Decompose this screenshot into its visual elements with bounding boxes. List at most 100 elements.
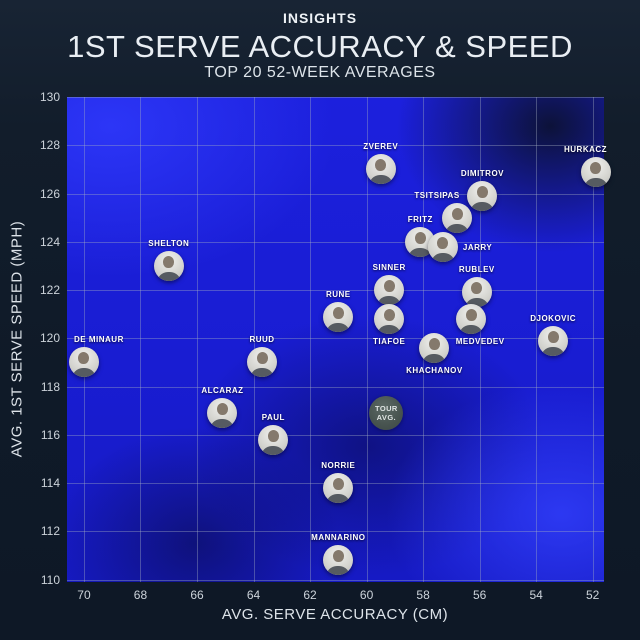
player-photo-icon (590, 161, 602, 174)
player-photo-icon (465, 308, 477, 321)
x-tick-54: 54 (529, 588, 543, 602)
gridline-y-122 (67, 290, 604, 292)
player-photo-shoulders (464, 298, 489, 308)
player-label-paul: PAUL (261, 412, 285, 422)
player-marker-dimitrov (467, 180, 498, 211)
player-marker-rublev (461, 277, 492, 308)
gridline-y-120 (67, 338, 604, 340)
player-label-sinner: SINNER (372, 263, 406, 273)
page-title: 1ST SERVE ACCURACY & SPEED (67, 29, 573, 64)
player-photo-shoulders (422, 353, 447, 363)
gridline-x-66 (197, 97, 198, 582)
player-label-rune: RUNE (325, 289, 351, 299)
player-photo-icon (547, 330, 559, 343)
player-photo-icon (451, 207, 463, 220)
x-tick-58: 58 (416, 588, 430, 602)
player-marker-shelton (153, 250, 184, 281)
y-tick-116: 116 (40, 427, 60, 442)
x-tick-60: 60 (359, 588, 374, 602)
player-label-zverev: ZVEREV (363, 142, 399, 152)
tour-average-marker: TOUR AVG. (369, 396, 404, 431)
player-photo-shoulders (368, 175, 393, 185)
scatter-plot-area: TOUR AVG. ZVEREV HURKACZ DIMITROV TSITSIPAS FR… (67, 97, 611, 582)
y-tick-126: 126 (39, 186, 60, 201)
player-photo-shoulders (250, 368, 275, 378)
player-photo-shoulders (459, 324, 484, 334)
player-marker-ruud (247, 347, 278, 378)
player-photo-icon (476, 185, 488, 198)
x-tick-66: 66 (190, 588, 204, 602)
player-photo-shoulders (326, 566, 351, 576)
player-marker-alcaraz (207, 398, 238, 429)
player-photo-shoulders (326, 493, 351, 503)
player-photo-shoulders (261, 445, 286, 455)
player-label-alcaraz: ALCARAZ (201, 386, 244, 396)
x-tick-52: 52 (586, 588, 600, 602)
player-marker-tiafoe (374, 303, 405, 334)
player-photo-icon (375, 159, 387, 172)
y-tick-118: 118 (40, 379, 60, 394)
y-tick-128: 128 (39, 138, 60, 153)
player-photo-shoulders (377, 296, 402, 306)
player-label-shelton: SHELTON (148, 238, 190, 248)
gridline-y-116 (67, 434, 604, 436)
y-tick-112: 112 (40, 524, 60, 539)
player-photo-icon (267, 429, 279, 442)
gridline-y-130 (67, 97, 604, 98)
y-tick-124: 124 (39, 234, 60, 249)
player-marker-rune (323, 301, 354, 332)
player-photo-icon (428, 337, 440, 350)
player-marker-tsitsipas (442, 202, 473, 233)
player-label-khachanov: KHACHANOV (406, 365, 463, 375)
x-tick-64: 64 (246, 588, 261, 602)
player-marker-paul (258, 424, 289, 455)
gridline-y-112 (67, 531, 604, 533)
gridline-x-64 (253, 97, 255, 582)
player-marker-medvedev (456, 303, 487, 334)
player-photo-shoulders (71, 368, 96, 378)
player-photo-shoulders (430, 252, 455, 262)
player-photo-shoulders (210, 419, 235, 429)
gridline-x-56 (479, 97, 481, 582)
player-photo-icon (332, 477, 344, 490)
gridline-x-60 (366, 97, 368, 582)
player-photo-shoulders (445, 223, 470, 233)
player-marker-khachanov (419, 332, 450, 363)
player-photo-shoulders (470, 201, 495, 211)
player-photo-icon (383, 280, 395, 293)
player-label-jarry: JARRY (462, 242, 493, 252)
player-label-djokovic: DJOKOVIC (530, 313, 577, 323)
gridline-x-68 (140, 97, 142, 582)
player-label-fritz: FRITZ (407, 214, 433, 224)
gridline-x-62 (310, 97, 312, 582)
player-marker-norrie (323, 472, 354, 503)
gridline-y-110 (67, 579, 604, 581)
player-marker-jarry (427, 231, 458, 262)
y-axis-title: AVG. 1ST SERVE SPEED (MPH) (8, 220, 26, 458)
player-label-hurkacz: HURKACZ (563, 144, 608, 154)
y-tick-120: 120 (39, 331, 60, 346)
insights-kicker: INSIGHTS (282, 10, 358, 26)
x-tick-56: 56 (472, 588, 487, 602)
player-photo-icon (256, 352, 268, 365)
player-marker-djokovic (538, 325, 569, 356)
gridline-y-126 (67, 193, 604, 195)
player-photo-icon (78, 352, 90, 365)
player-photo-shoulders (583, 177, 608, 187)
x-tick-70: 70 (77, 588, 91, 602)
player-photo-icon (437, 236, 449, 249)
player-photo-icon (332, 550, 344, 563)
player-photo-shoulders (541, 346, 566, 356)
gridline-x-70 (83, 97, 85, 582)
tour-average-label-line1: TOUR (375, 404, 398, 414)
gridline-y-128 (67, 145, 604, 147)
y-tick-122: 122 (39, 283, 60, 298)
player-photo-shoulders (156, 271, 181, 281)
y-tick-110: 110 (40, 572, 60, 587)
gridline-y-124 (67, 241, 604, 243)
player-label-dimitrov: DIMITROV (460, 168, 505, 178)
player-marker-sinner (374, 275, 405, 306)
gridline-x-54 (536, 97, 538, 582)
player-photo-icon (414, 231, 426, 244)
player-marker-de-minaur (68, 347, 99, 378)
